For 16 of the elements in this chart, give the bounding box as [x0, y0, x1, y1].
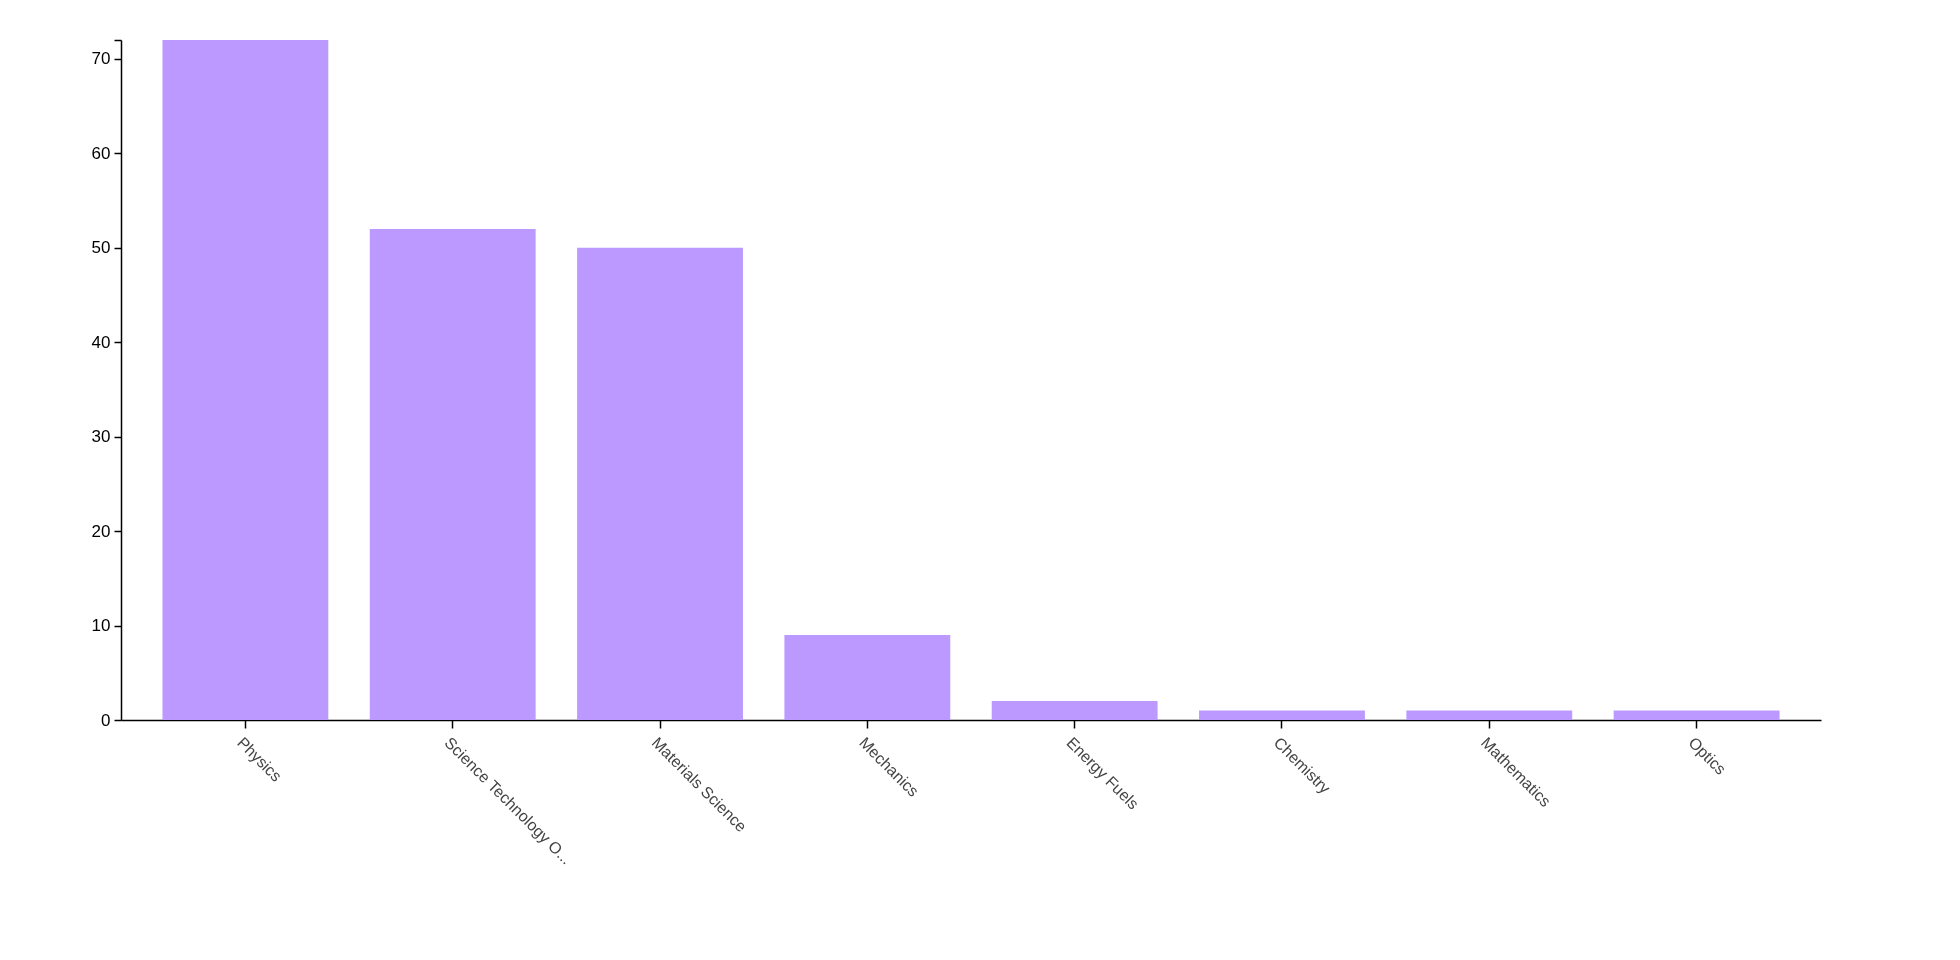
y-tick-label: 40	[91, 332, 111, 352]
bar	[369, 228, 536, 720]
bar	[991, 701, 1158, 720]
y-tick-label: 50	[91, 238, 111, 258]
bar	[577, 247, 743, 720]
bar	[162, 40, 329, 720]
y-tick-label: 70	[91, 49, 111, 69]
y-tick-label: 30	[91, 427, 111, 447]
bar	[1613, 710, 1780, 720]
y-tick-label: 60	[91, 143, 111, 163]
bar	[784, 635, 951, 720]
y-tick-label: 20	[91, 521, 111, 541]
y-tick-label: 10	[91, 616, 111, 636]
bar	[1199, 710, 1365, 720]
bar	[1406, 710, 1573, 720]
y-tick-label: 0	[101, 710, 111, 730]
